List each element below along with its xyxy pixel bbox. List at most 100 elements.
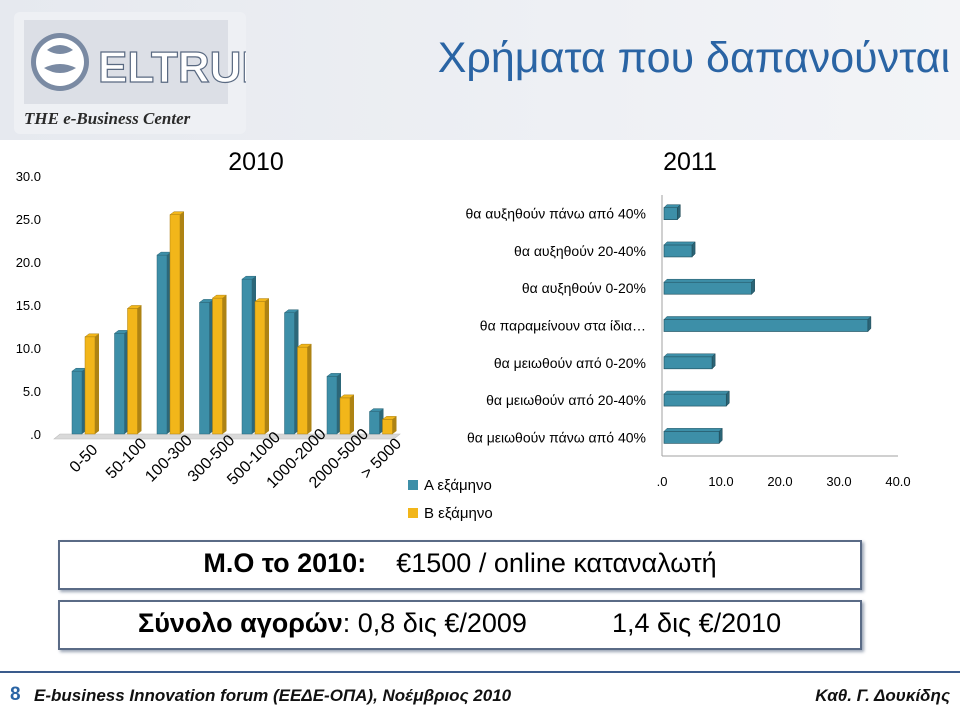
bar-top <box>663 353 716 358</box>
bar-face <box>199 302 210 435</box>
bar-top <box>663 241 696 246</box>
bar-top <box>663 390 730 395</box>
bar-face <box>382 419 393 435</box>
total-value-2009: : 0,8 δις €/2009 <box>342 608 527 638</box>
bar-face <box>663 393 727 407</box>
category-label: θα παραμείνουν στα ίδια… <box>480 318 646 334</box>
category-label: θα αυξηθούν 0-20% <box>522 280 646 296</box>
bar-side <box>222 295 227 434</box>
bar-end <box>867 315 872 333</box>
footer-author: Καθ. Γ. Δουκίδης <box>815 686 950 705</box>
bar-face <box>241 278 253 435</box>
average-label: Μ.Ο το 2010: <box>203 548 367 578</box>
bar-face <box>663 207 678 220</box>
y-tick-label: 20.0 <box>16 255 41 270</box>
page-number: 8 <box>10 684 21 705</box>
bar-face <box>156 254 168 435</box>
bar-b-2000-5000 <box>339 394 355 435</box>
bar-2011-6 <box>663 427 723 444</box>
bar-face <box>339 397 351 435</box>
x-tick-label: 0-50 <box>67 441 102 476</box>
y-tick-label: 30.0 <box>16 169 41 184</box>
bar-a-300-500 <box>198 299 215 435</box>
bar-face <box>663 281 753 295</box>
bar-face <box>127 308 138 435</box>
bar-2011-3 <box>663 315 872 333</box>
x-tick-label: 40.0 <box>885 474 910 489</box>
bar-side <box>180 211 184 434</box>
eltrun-logo: ELTRUN THE e-Business Center <box>14 12 274 134</box>
bar-top <box>663 278 756 283</box>
svg-text:ELTRUN: ELTRUN <box>98 43 246 92</box>
bar-2011-5 <box>663 390 730 407</box>
bar-side <box>350 394 354 434</box>
x-tick-label: .0 <box>657 474 668 489</box>
bar-side <box>137 305 142 434</box>
y-tick-label: 15.0 <box>16 298 41 313</box>
bar-2011-4 <box>663 353 716 370</box>
bar-face <box>369 411 380 435</box>
bar-face <box>297 346 308 435</box>
total-value-2010: 1,4 δις €/2010 <box>612 608 782 638</box>
x-tick-label: 30.0 <box>826 474 851 489</box>
bar-face <box>663 431 720 444</box>
bar-a-2000-5000 <box>326 373 342 435</box>
y-tick-label: 10.0 <box>16 341 41 356</box>
total-purchases-box: Σύνολο αγορών: 0,8 δις €/2009 1,4 δις €/… <box>58 600 862 650</box>
bar-face <box>663 356 713 370</box>
bar-a-0-50 <box>71 367 87 435</box>
bar-end <box>691 241 696 258</box>
bar-top <box>663 428 723 432</box>
bar-side <box>307 344 312 434</box>
footer-divider <box>0 671 960 673</box>
legend-label: Β εξάμηνο <box>424 505 493 522</box>
bar-side <box>95 333 99 434</box>
bar-b-> 5000 <box>381 416 398 435</box>
bar-end <box>677 204 681 221</box>
bar-face <box>169 214 181 435</box>
bar-b-1000-2000 <box>296 343 313 435</box>
average-value: €1500 / online καταναλωτή <box>396 548 717 578</box>
bar-side <box>265 298 269 434</box>
category-label: θα μειωθούν από 0-20% <box>494 355 646 371</box>
chart-2011-title: 2011 <box>663 148 717 176</box>
average-box: Μ.Ο το 2010: €1500 / online καταναλωτή <box>58 540 862 590</box>
legend-label: Α εξάμηνο <box>424 477 492 494</box>
bar-face <box>71 370 83 435</box>
total-label: Σύνολο αγορών <box>138 608 343 638</box>
footer-event: E-business Innovation forum (ΕΕΔΕ-ΟΠΑ), … <box>34 686 512 705</box>
bar-a-500-1000 <box>241 275 257 435</box>
page-title: Χρήματα που δαπανούνται <box>437 34 950 82</box>
bar-face <box>284 312 295 435</box>
legend-swatch <box>408 480 418 490</box>
x-tick-label: 10.0 <box>708 474 733 489</box>
bar-a-1000-2000 <box>283 309 300 435</box>
y-tick-label: 5.0 <box>23 384 41 399</box>
bar-end <box>718 427 723 444</box>
bar-b-300-500 <box>211 294 228 435</box>
bar-b-100-300 <box>169 211 185 435</box>
bar-face <box>212 297 223 435</box>
legend-swatch <box>408 508 418 518</box>
bar-end <box>726 390 730 407</box>
category-label: θα μειωθούν πάνω από 40% <box>467 429 646 445</box>
category-label: θα μειωθούν από 20-40% <box>486 392 646 408</box>
bar-face <box>663 244 693 258</box>
bar-face <box>84 336 96 435</box>
svg-text:THE e-Business Center: THE e-Business Center <box>24 109 191 128</box>
category-label: θα αυξηθούν 20-40% <box>514 243 646 259</box>
chart-2010-title: 2010 <box>228 148 284 176</box>
bar-top <box>663 316 872 320</box>
bar-b-0-50 <box>84 333 100 435</box>
bar-a-100-300 <box>156 251 172 435</box>
bar-face <box>326 376 338 435</box>
bar-end <box>751 278 755 295</box>
category-label: θα αυξηθούν πάνω από 40% <box>465 206 646 222</box>
bar-a-50-100 <box>113 330 130 435</box>
chart-2011: 2011 θα αυξηθούν πάνω από 40% θα αυξηθούν … <box>465 148 910 489</box>
bar-b-500-1000 <box>254 298 270 435</box>
bar-face <box>663 319 869 332</box>
bar-2011-0 <box>663 204 681 221</box>
